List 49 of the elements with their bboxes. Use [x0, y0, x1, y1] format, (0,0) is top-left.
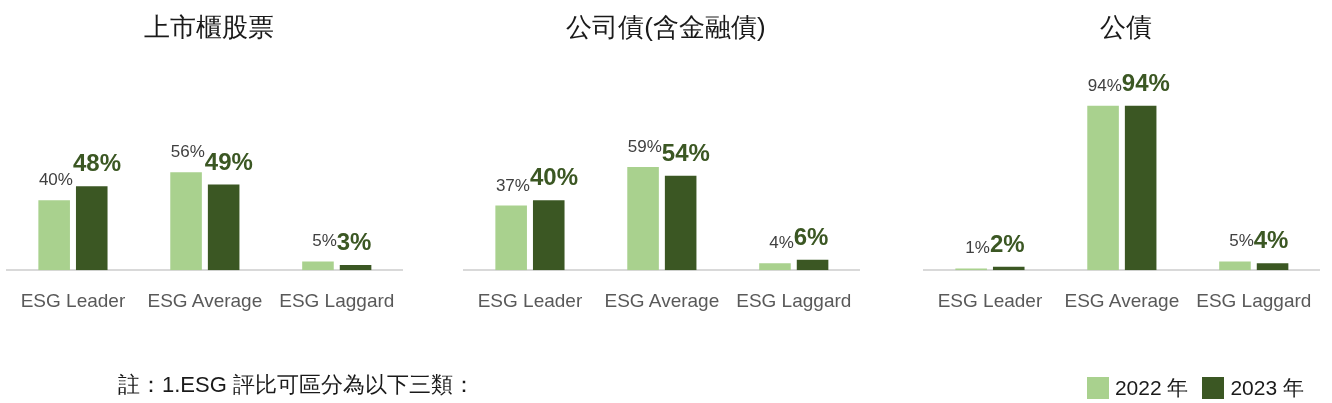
chart-title: 公債 — [1100, 11, 1152, 42]
data-label: 40% — [38, 170, 73, 190]
legend-label: 2022 年 — [1114, 375, 1189, 401]
data-label: 37% — [495, 175, 530, 195]
x-tick-label: ESG Leader — [477, 289, 583, 311]
data-label: 56% — [170, 142, 205, 162]
bar — [1087, 105, 1119, 271]
x-tick-label: ESG Leader — [937, 289, 1043, 311]
bar — [339, 264, 372, 271]
data-label: 40% — [529, 163, 579, 191]
legend-label: 2023 年 — [1230, 375, 1304, 401]
bar — [627, 167, 659, 271]
data-label: 1% — [965, 238, 990, 258]
data-label: 94% — [1121, 68, 1170, 96]
bar — [796, 259, 829, 271]
data-label: 4% — [1253, 226, 1289, 254]
bar — [207, 184, 240, 271]
x-tick-label: ESG Average — [604, 289, 720, 311]
bar — [75, 186, 108, 271]
bar — [302, 261, 334, 271]
x-tick-label: ESG Average — [147, 289, 263, 311]
bar — [495, 205, 527, 271]
data-label: 5% — [312, 231, 337, 251]
bar — [38, 200, 70, 271]
bar — [532, 200, 565, 271]
bar — [170, 172, 202, 271]
x-tick-label: ESG Average — [1064, 289, 1180, 311]
data-label: 4% — [769, 233, 794, 253]
data-label: 48% — [72, 149, 122, 177]
data-label: 2% — [989, 229, 1025, 257]
data-label: 3% — [336, 227, 372, 255]
bar — [1219, 261, 1251, 271]
data-label: 59% — [627, 137, 662, 157]
x-tick-label: ESG Laggard — [736, 289, 852, 311]
x-tick-label: ESG Laggard — [1196, 289, 1312, 311]
data-label: 6% — [793, 222, 829, 250]
x-tick-label: ESG Laggard — [279, 289, 395, 311]
bar — [1256, 263, 1289, 271]
chart-title: 公司債(含金融債) — [566, 11, 766, 42]
text: 註：1.ESG 評比可區分為以下三類： — [118, 371, 475, 399]
data-label: 49% — [204, 147, 253, 175]
data-label: 5% — [1229, 231, 1254, 251]
bar — [759, 263, 791, 271]
bar — [1124, 105, 1157, 271]
x-tick-label: ESG Leader — [20, 289, 126, 311]
data-label: 94% — [1087, 75, 1122, 95]
data-label: 54% — [661, 138, 710, 166]
chart-title: 上市櫃股票 — [144, 11, 274, 42]
bar — [664, 175, 697, 271]
